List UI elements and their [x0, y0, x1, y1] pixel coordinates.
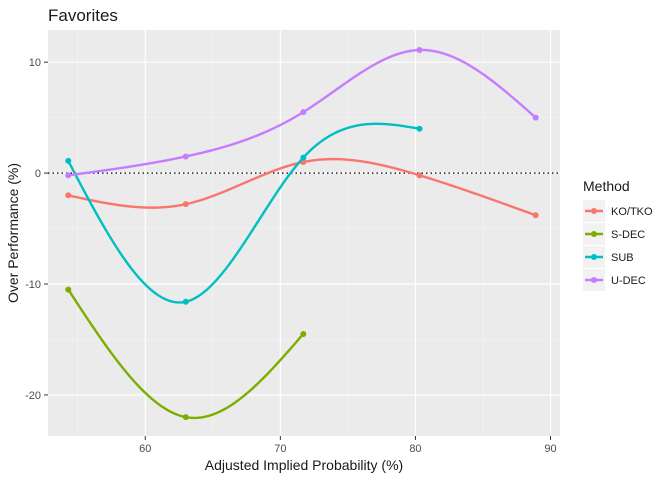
data-point-s-dec — [182, 414, 189, 421]
y-tick-label: 10 — [29, 57, 41, 69]
series-line-sub — [67, 122, 420, 304]
data-point-sub — [65, 157, 72, 164]
data-point-u-dec — [65, 172, 72, 179]
series-s-dec — [65, 286, 307, 421]
series-u-dec — [65, 46, 539, 179]
data-point-ko-tko — [182, 201, 189, 208]
data-point-u-dec — [416, 46, 423, 53]
legend-key-point — [591, 277, 597, 283]
legend-label-s-dec: S-DEC — [611, 229, 645, 241]
series-sub — [65, 122, 423, 305]
data-point-ko-tko — [416, 172, 423, 179]
legend-title: Method — [583, 178, 630, 194]
data-point-s-dec — [65, 286, 72, 293]
x-tick-label: 90 — [544, 443, 556, 455]
legend-item-ko-tko: KO/TKO — [583, 200, 653, 222]
minor-gridlines — [48, 30, 560, 436]
data-point-s-dec — [300, 330, 307, 337]
legend: Method KO/TKO S-DEC SUB U-DEC — [583, 178, 653, 291]
y-axis-title: Over Performance (%) — [5, 163, 21, 303]
legend-key-point — [591, 231, 597, 237]
legend-item-sub: SUB — [583, 246, 634, 268]
legend-key-point — [591, 254, 597, 260]
x-tick-label: 70 — [274, 443, 286, 455]
data-point-u-dec — [532, 114, 539, 121]
x-tick-label: 80 — [409, 443, 421, 455]
legend-label-u-dec: U-DEC — [611, 275, 646, 287]
legend-item-s-dec: S-DEC — [583, 223, 645, 245]
chart-title: Favorites — [48, 6, 118, 25]
data-point-ko-tko — [532, 212, 539, 219]
y-tick-label: -20 — [25, 390, 41, 402]
panel-background — [48, 30, 560, 436]
axis-ticks: 60 70 80 90 -20 -10 0 10 — [25, 57, 557, 455]
legend-label-sub: SUB — [611, 252, 634, 264]
data-point-ko-tko — [65, 192, 72, 199]
series-layer — [65, 46, 539, 421]
data-point-sub — [300, 154, 307, 161]
x-axis-title: Adjusted Implied Probability (%) — [205, 457, 403, 473]
y-tick-label: 0 — [35, 168, 41, 180]
major-gridlines — [48, 30, 560, 436]
data-point-sub — [182, 298, 189, 305]
legend-item-u-dec: U-DEC — [583, 269, 646, 291]
data-point-u-dec — [182, 153, 189, 160]
y-tick-label: -10 — [25, 279, 41, 291]
data-point-sub — [416, 125, 423, 132]
legend-key-point — [591, 208, 597, 214]
legend-label-ko-tko: KO/TKO — [611, 206, 653, 218]
data-point-u-dec — [300, 109, 307, 116]
x-tick-label: 60 — [139, 443, 151, 455]
